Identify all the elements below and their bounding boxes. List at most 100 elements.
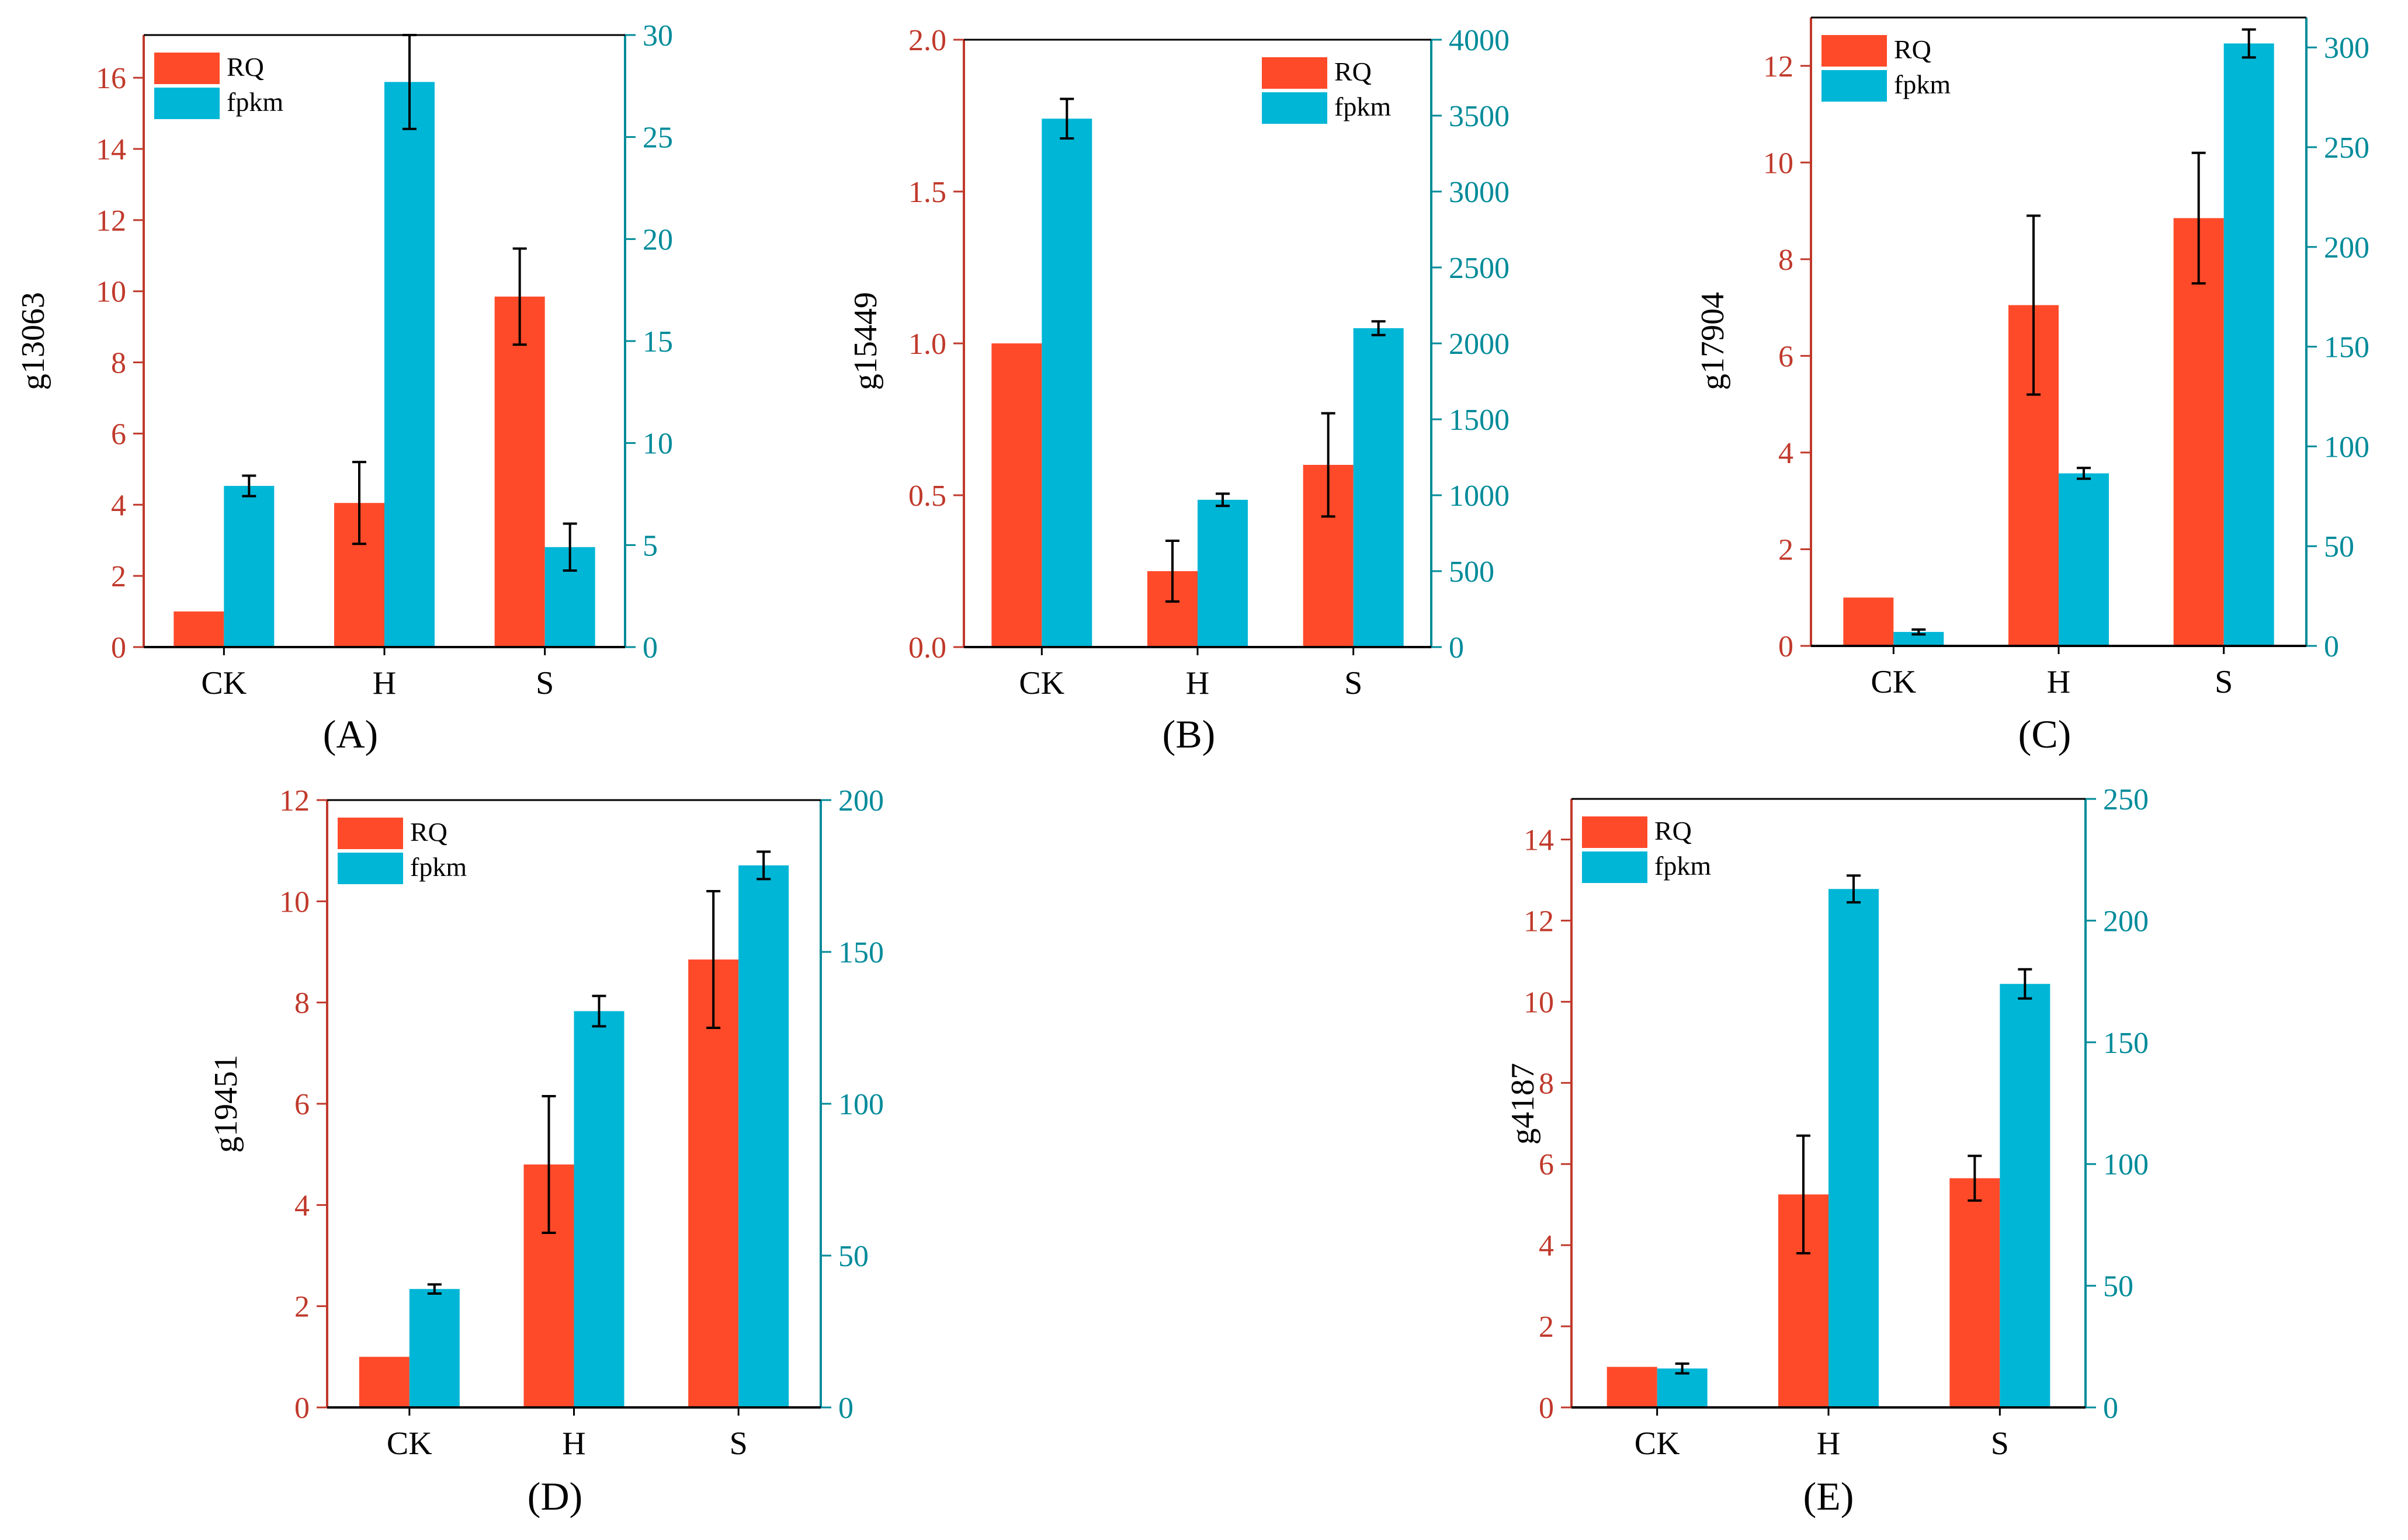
bar-fpkm-s bbox=[2223, 43, 2274, 646]
right-tick-label: 250 bbox=[2324, 131, 2369, 165]
legend-label-rq: RQ bbox=[410, 817, 447, 847]
legend-label-rq: RQ bbox=[227, 52, 264, 82]
left-tick-label: 12 bbox=[279, 784, 310, 818]
left-tick-label: 10 bbox=[279, 885, 310, 919]
bar-fpkm-h bbox=[384, 82, 435, 647]
right-tick-label: 2000 bbox=[1449, 328, 1510, 361]
left-tick-label: 10 bbox=[1524, 986, 1554, 1019]
right-tick-label: 150 bbox=[838, 936, 884, 969]
left-tick-label: 14 bbox=[1524, 823, 1554, 857]
y-axis-label: g19451 bbox=[208, 1055, 244, 1153]
bar-rq-s bbox=[1949, 1178, 2000, 1407]
y-axis-label: g15449 bbox=[848, 292, 884, 390]
legend-swatch-fpkm bbox=[1821, 70, 1887, 102]
right-tick-label: 30 bbox=[643, 19, 673, 53]
bar-rq-ck bbox=[1607, 1367, 1657, 1407]
x-tick-label: H bbox=[2047, 664, 2070, 700]
left-tick-label: 2 bbox=[1539, 1310, 1554, 1344]
right-tick-label: 150 bbox=[2324, 331, 2369, 364]
x-tick-label: CK bbox=[1871, 664, 1916, 700]
bar-fpkm-h bbox=[574, 1011, 624, 1407]
left-tick-label: 6 bbox=[294, 1088, 310, 1121]
bar-fpkm-s bbox=[1353, 328, 1404, 647]
right-tick-label: 1000 bbox=[1449, 479, 1510, 513]
panel-label: (C) bbox=[2018, 712, 2072, 756]
left-tick-label: 2 bbox=[111, 560, 126, 593]
right-tick-label: 15 bbox=[643, 325, 673, 359]
left-tick-label: 6 bbox=[1778, 340, 1793, 373]
panel-label: (B) bbox=[1163, 712, 1216, 756]
legend-swatch-rq bbox=[338, 818, 403, 849]
legend-label-fpkm: fpkm bbox=[1334, 92, 1391, 121]
left-tick-label: 0.5 bbox=[908, 479, 946, 513]
x-tick-label: H bbox=[373, 665, 396, 701]
left-tick-label: 8 bbox=[111, 347, 126, 380]
right-tick-label: 200 bbox=[2103, 905, 2149, 938]
left-tick-label: 1.5 bbox=[908, 176, 946, 209]
left-tick-label: 8 bbox=[1778, 244, 1793, 277]
legend-swatch-rq bbox=[1582, 816, 1647, 848]
right-tick-label: 250 bbox=[2103, 783, 2149, 816]
left-tick-label: 4 bbox=[1778, 437, 1793, 470]
right-tick-label: 25 bbox=[643, 121, 673, 155]
left-tick-label: 2.0 bbox=[908, 24, 946, 57]
panel-c: CK H S 0 2 4 6 8 10 12 0 50 100 150 200 250 300 g17904 (C)… bbox=[1695, 16, 2369, 756]
legend-swatch-fpkm bbox=[154, 88, 220, 119]
right-tick-label: 0 bbox=[643, 631, 658, 665]
x-tick-label: H bbox=[1817, 1426, 1840, 1462]
left-tick-label: 6 bbox=[1539, 1148, 1554, 1181]
x-tick-label: H bbox=[562, 1426, 585, 1462]
bar-fpkm-h bbox=[1198, 499, 1248, 647]
left-tick-label: 8 bbox=[294, 987, 310, 1020]
x-tick-label: CK bbox=[1635, 1426, 1680, 1462]
x-tick-label: S bbox=[1344, 665, 1362, 701]
left-tick-label: 10 bbox=[96, 276, 126, 309]
left-tick-label: 16 bbox=[96, 62, 126, 95]
right-tick-label: 500 bbox=[1449, 555, 1494, 589]
right-tick-label: 4000 bbox=[1449, 24, 1510, 57]
panel-d: CK H S 0 2 4 6 8 10 12 0 50 100 150 200 g19451 (D) RQ fpkm bbox=[208, 784, 884, 1518]
panel-e: CK H S 0 2 4 6 8 10 12 14 0 50 100 150 200 250 g4187 (E) RQ… bbox=[1505, 783, 2149, 1518]
legend-swatch-fpkm bbox=[338, 853, 403, 884]
x-tick-label: H bbox=[1186, 665, 1209, 701]
left-tick-label: 6 bbox=[111, 418, 126, 451]
x-tick-label: S bbox=[2215, 664, 2233, 700]
right-tick-label: 150 bbox=[2103, 1027, 2149, 1060]
left-tick-label: 0 bbox=[111, 631, 126, 665]
left-tick-label: 8 bbox=[1539, 1067, 1554, 1100]
x-tick-label: S bbox=[536, 665, 554, 701]
right-tick-label: 3500 bbox=[1449, 100, 1510, 133]
right-tick-label: 100 bbox=[2103, 1148, 2149, 1181]
legend-swatch-fpkm bbox=[1262, 92, 1327, 124]
legend-label-fpkm: fpkm bbox=[1894, 69, 1951, 99]
right-tick-label: 0 bbox=[1449, 631, 1464, 665]
left-tick-label: 4 bbox=[1539, 1229, 1554, 1263]
bar-rq-s bbox=[494, 296, 545, 647]
right-tick-label: 5 bbox=[643, 529, 658, 562]
left-tick-label: 4 bbox=[294, 1189, 310, 1222]
right-tick-label: 200 bbox=[2324, 231, 2369, 265]
right-tick-label: 0 bbox=[2103, 1392, 2118, 1425]
right-tick-label: 100 bbox=[2324, 430, 2369, 464]
bar-fpkm-ck bbox=[1042, 119, 1092, 647]
right-tick-label: 100 bbox=[838, 1088, 884, 1121]
legend-swatch-rq bbox=[154, 53, 220, 84]
legend-label-rq: RQ bbox=[1654, 816, 1692, 846]
y-axis-label: g13063 bbox=[15, 292, 51, 390]
left-tick-label: 14 bbox=[96, 133, 126, 166]
bar-fpkm-ck bbox=[1657, 1368, 1708, 1407]
legend-label-fpkm: fpkm bbox=[227, 87, 283, 117]
right-tick-label: 0 bbox=[838, 1392, 853, 1425]
legend-label-fpkm: fpkm bbox=[410, 852, 467, 882]
left-tick-label: 0 bbox=[294, 1392, 310, 1425]
right-tick-label: 2500 bbox=[1449, 252, 1510, 285]
left-tick-label: 0.0 bbox=[908, 631, 946, 665]
panel-label: (A) bbox=[323, 712, 378, 756]
right-tick-label: 10 bbox=[643, 427, 673, 461]
panel-a: CK H S 0 2 4 6 8 10 12 14 16 0 5 10 15 20 25 30 g13063 (A) RQ… bbox=[15, 19, 673, 756]
left-tick-label: 12 bbox=[1524, 905, 1554, 938]
x-tick-label: CK bbox=[201, 665, 247, 701]
x-tick-label: S bbox=[1991, 1426, 2009, 1462]
y-axis-label: g17904 bbox=[1695, 292, 1731, 390]
bar-rq-ck bbox=[991, 343, 1042, 647]
